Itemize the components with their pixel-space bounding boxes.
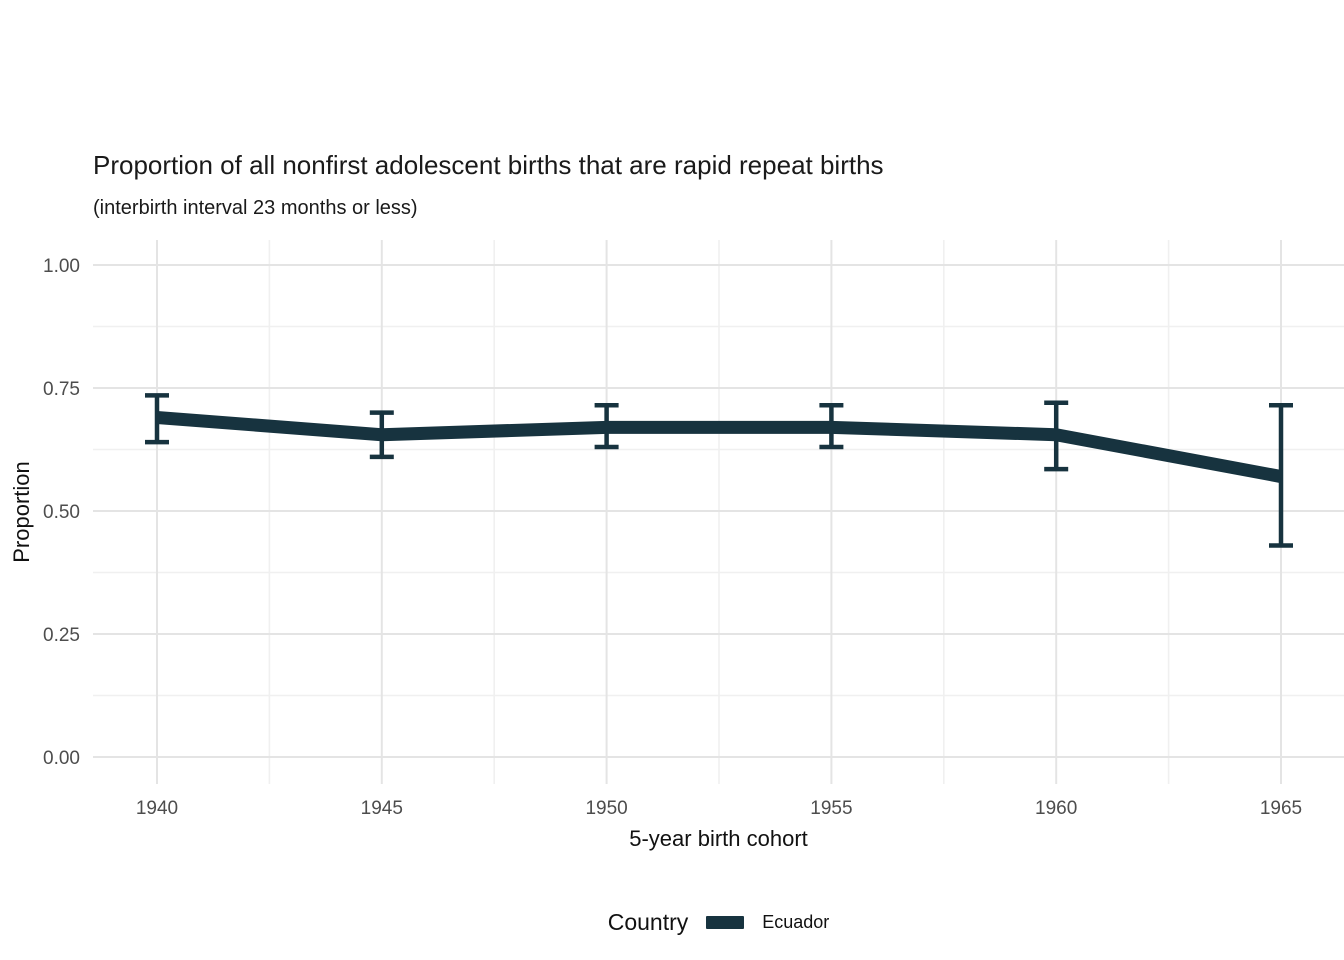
chart-title: Proportion of all nonfirst adolescent bi… <box>93 150 884 180</box>
x-tick-label: 1955 <box>810 798 852 819</box>
x-tick-label: 1960 <box>1035 798 1077 819</box>
legend-key-swatch <box>706 915 745 929</box>
y-tick-label: 0.75 <box>43 379 80 400</box>
y-axis-title: Proportion <box>9 461 34 563</box>
x-tick-label: 1950 <box>585 798 627 819</box>
x-tick-label: 1965 <box>1260 798 1302 819</box>
chart-subtitle: (interbirth interval 23 months or less) <box>93 197 418 219</box>
y-tick-label: 1.00 <box>43 256 80 277</box>
legend: Country Ecuador <box>93 902 1344 942</box>
y-tick-label: 0.50 <box>43 502 80 523</box>
y-tick-label: 0.00 <box>43 748 80 769</box>
legend-title: Country <box>607 908 689 935</box>
x-tick-label: 1940 <box>136 798 178 819</box>
x-axis-title: 5-year birth cohort <box>629 826 808 851</box>
x-tick-label: 1945 <box>361 798 403 819</box>
series-line-ecuador <box>156 411 1283 483</box>
y-tick-label: 0.25 <box>43 625 80 646</box>
legend-entry-label: Ecuador <box>762 911 830 932</box>
